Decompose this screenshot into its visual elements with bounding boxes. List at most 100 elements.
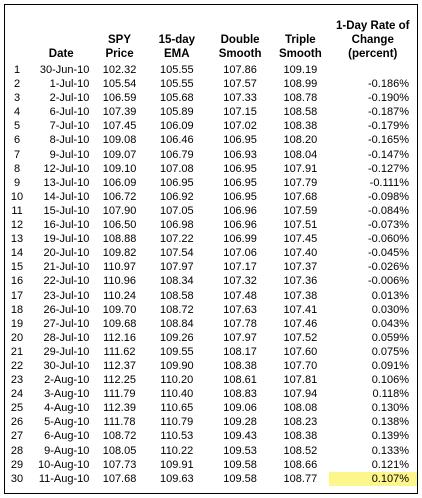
rate-of-change-cell: -0.147% <box>368 148 409 161</box>
table-row: 15 21-Jul-10 110.97 107.97 107.17 107.37 -0.02… <box>5 260 417 274</box>
spy-price-cell: 106.50 <box>102 219 137 232</box>
row-number-cell: 12 <box>10 219 24 232</box>
double-smooth-cell: 106.93 <box>223 148 257 161</box>
double-smooth-cell: 106.99 <box>223 233 257 246</box>
date-cell: 10-Aug-10 <box>38 458 90 471</box>
ema-cell: 110.22 <box>160 444 194 457</box>
date-cell: 7-Jul-10 <box>49 120 90 133</box>
triple-smooth-cell: 107.60 <box>283 345 318 358</box>
rate-of-change-cell: 0.118% <box>372 388 410 401</box>
rate-of-change-cell <box>329 63 417 77</box>
date-cell: 22-Jul-10 <box>43 275 90 288</box>
date-cell: 16-Jul-10 <box>43 219 90 232</box>
row-number-cell: 2 <box>13 78 21 91</box>
data-table: Date SPY Price 15-day EMA Double Smooth … <box>5 5 417 486</box>
header-row-number <box>5 5 29 63</box>
ema-cell: 107.97 <box>159 261 194 274</box>
table-row: 10 14-Jul-10 106.72 106.92 106.95 107.68 -0.09… <box>5 190 417 204</box>
rate-of-change-cell: 0.091% <box>371 359 409 372</box>
double-smooth-cell: 106.95 <box>223 134 257 147</box>
spy-price-cell: 110.24 <box>103 289 136 302</box>
ema-cell: 109.26 <box>159 331 194 344</box>
rate-of-change-cell: -0.111% <box>369 176 409 189</box>
row-number-cell: 4 <box>13 106 21 119</box>
table-row: 12 16-Jul-10 106.50 106.98 106.96 107.51 -0.07… <box>5 218 417 232</box>
spy-price-cell: 108.05 <box>102 444 137 457</box>
triple-smooth-cell: 108.52 <box>283 444 318 457</box>
ema-cell: 110.65 <box>160 402 194 415</box>
date-cell: 26-Jul-10 <box>43 303 90 316</box>
spy-price-cell: 107.90 <box>102 204 137 217</box>
ema-cell: 107.22 <box>159 233 194 246</box>
double-smooth-cell: 107.48 <box>223 289 257 302</box>
header-row: Date SPY Price 15-day EMA Double Smooth … <box>5 5 417 63</box>
triple-smooth-cell: 107.38 <box>283 289 318 302</box>
row-number-cell: 21 <box>10 345 24 358</box>
table-row: 18 26-Jul-10 109.70 108.72 107.63 107.41 0.030… <box>5 303 417 317</box>
ema-cell: 105.68 <box>159 92 194 105</box>
rate-of-change-cell: -0.190% <box>368 92 409 105</box>
triple-smooth-cell: 109.19 <box>283 64 318 76</box>
double-smooth-cell: 107.57 <box>223 78 257 91</box>
date-cell: 12-Jul-10 <box>43 162 90 175</box>
date-cell: 6-Aug-10 <box>44 430 90 443</box>
ema-cell: 106.98 <box>159 219 194 232</box>
ema-cell: 106.79 <box>159 148 194 161</box>
triple-smooth-cell: 107.68 <box>283 190 318 203</box>
table-row: 13 19-Jul-10 108.88 107.22 106.99 107.45 -0.06… <box>5 232 417 246</box>
double-smooth-cell: 108.61 <box>223 374 257 387</box>
table-row: 27 6-Aug-10 108.72 110.53 109.43 108.38 0.139% <box>5 429 417 443</box>
spy-price-cell: 106.09 <box>102 176 137 189</box>
spy-price-cell: 106.59 <box>102 92 137 105</box>
double-smooth-cell: 107.86 <box>223 64 257 76</box>
header-double-smooth: Double Smooth <box>218 34 262 60</box>
table-row: 6 8-Jul-10 109.08 106.46 106.95 108.20 -0.165% <box>5 133 417 147</box>
ema-cell: 109.55 <box>159 345 194 358</box>
header-date: Date <box>48 48 74 60</box>
row-number-cell: 10 <box>10 190 24 203</box>
header-spy-price: SPY Price <box>105 34 134 60</box>
date-cell: 4-Aug-10 <box>44 402 90 415</box>
rate-of-change-cell: -0.127% <box>368 162 409 175</box>
spy-price-cell: 107.45 <box>102 120 137 133</box>
ema-cell: 108.58 <box>159 289 194 302</box>
row-number-cell: 5 <box>13 120 21 133</box>
table-row: 5 7-Jul-10 107.45 106.09 107.02 108.38 -0.179% <box>5 119 417 133</box>
date-cell: 30-Jun-10 <box>39 64 90 76</box>
ema-cell: 105.55 <box>159 64 194 76</box>
rate-of-change-cell: 0.013% <box>371 289 409 302</box>
rate-of-change-cell: -0.187% <box>368 106 409 119</box>
spreadsheet-table-frame: Date SPY Price 15-day EMA Double Smooth … <box>4 4 418 494</box>
triple-smooth-cell: 107.45 <box>283 233 318 246</box>
table-row: 30 11-Aug-10 107.68 109.63 109.58 108.77 0.107… <box>5 471 417 486</box>
triple-smooth-cell: 107.59 <box>283 204 318 217</box>
rate-of-change-cell: -0.006% <box>368 275 409 288</box>
spy-price-cell: 109.10 <box>102 162 137 175</box>
ema-cell: 110.53 <box>160 430 194 443</box>
row-number-cell: 11 <box>11 204 23 217</box>
row-number-cell: 19 <box>10 317 24 330</box>
table-row: 16 22-Jul-10 110.96 108.34 107.32 107.36 -0.00… <box>5 274 417 288</box>
triple-smooth-cell: 107.37 <box>283 261 318 274</box>
table-header: Date SPY Price 15-day EMA Double Smooth … <box>5 5 417 63</box>
date-cell: 19-Jul-10 <box>43 233 90 246</box>
rate-of-change-cell: 0.121% <box>371 458 409 471</box>
spy-price-cell: 109.08 <box>102 134 137 147</box>
row-number-cell: 16 <box>10 275 24 288</box>
row-number-cell: 23 <box>10 374 24 387</box>
ema-cell: 105.89 <box>159 106 194 119</box>
spy-price-cell: 108.72 <box>102 430 137 443</box>
ema-cell: 110.40 <box>160 388 194 401</box>
date-cell: 13-Jul-10 <box>43 176 90 189</box>
spy-price-cell: 111.78 <box>103 416 136 429</box>
triple-smooth-cell: 107.81 <box>283 374 318 387</box>
date-cell: 9-Aug-10 <box>44 444 90 457</box>
table-row: 28 9-Aug-10 108.05 110.22 109.53 108.52 0.133% <box>5 444 417 458</box>
ema-cell: 108.72 <box>159 303 194 316</box>
spy-price-cell: 106.72 <box>102 190 137 203</box>
triple-smooth-cell: 107.52 <box>283 331 318 344</box>
table-row: 21 29-Jul-10 111.62 109.55 108.17 107.60 0.075… <box>5 345 417 359</box>
double-smooth-cell: 107.15 <box>223 106 257 119</box>
triple-smooth-cell: 108.58 <box>283 106 318 119</box>
spy-price-cell: 112.37 <box>103 359 136 372</box>
